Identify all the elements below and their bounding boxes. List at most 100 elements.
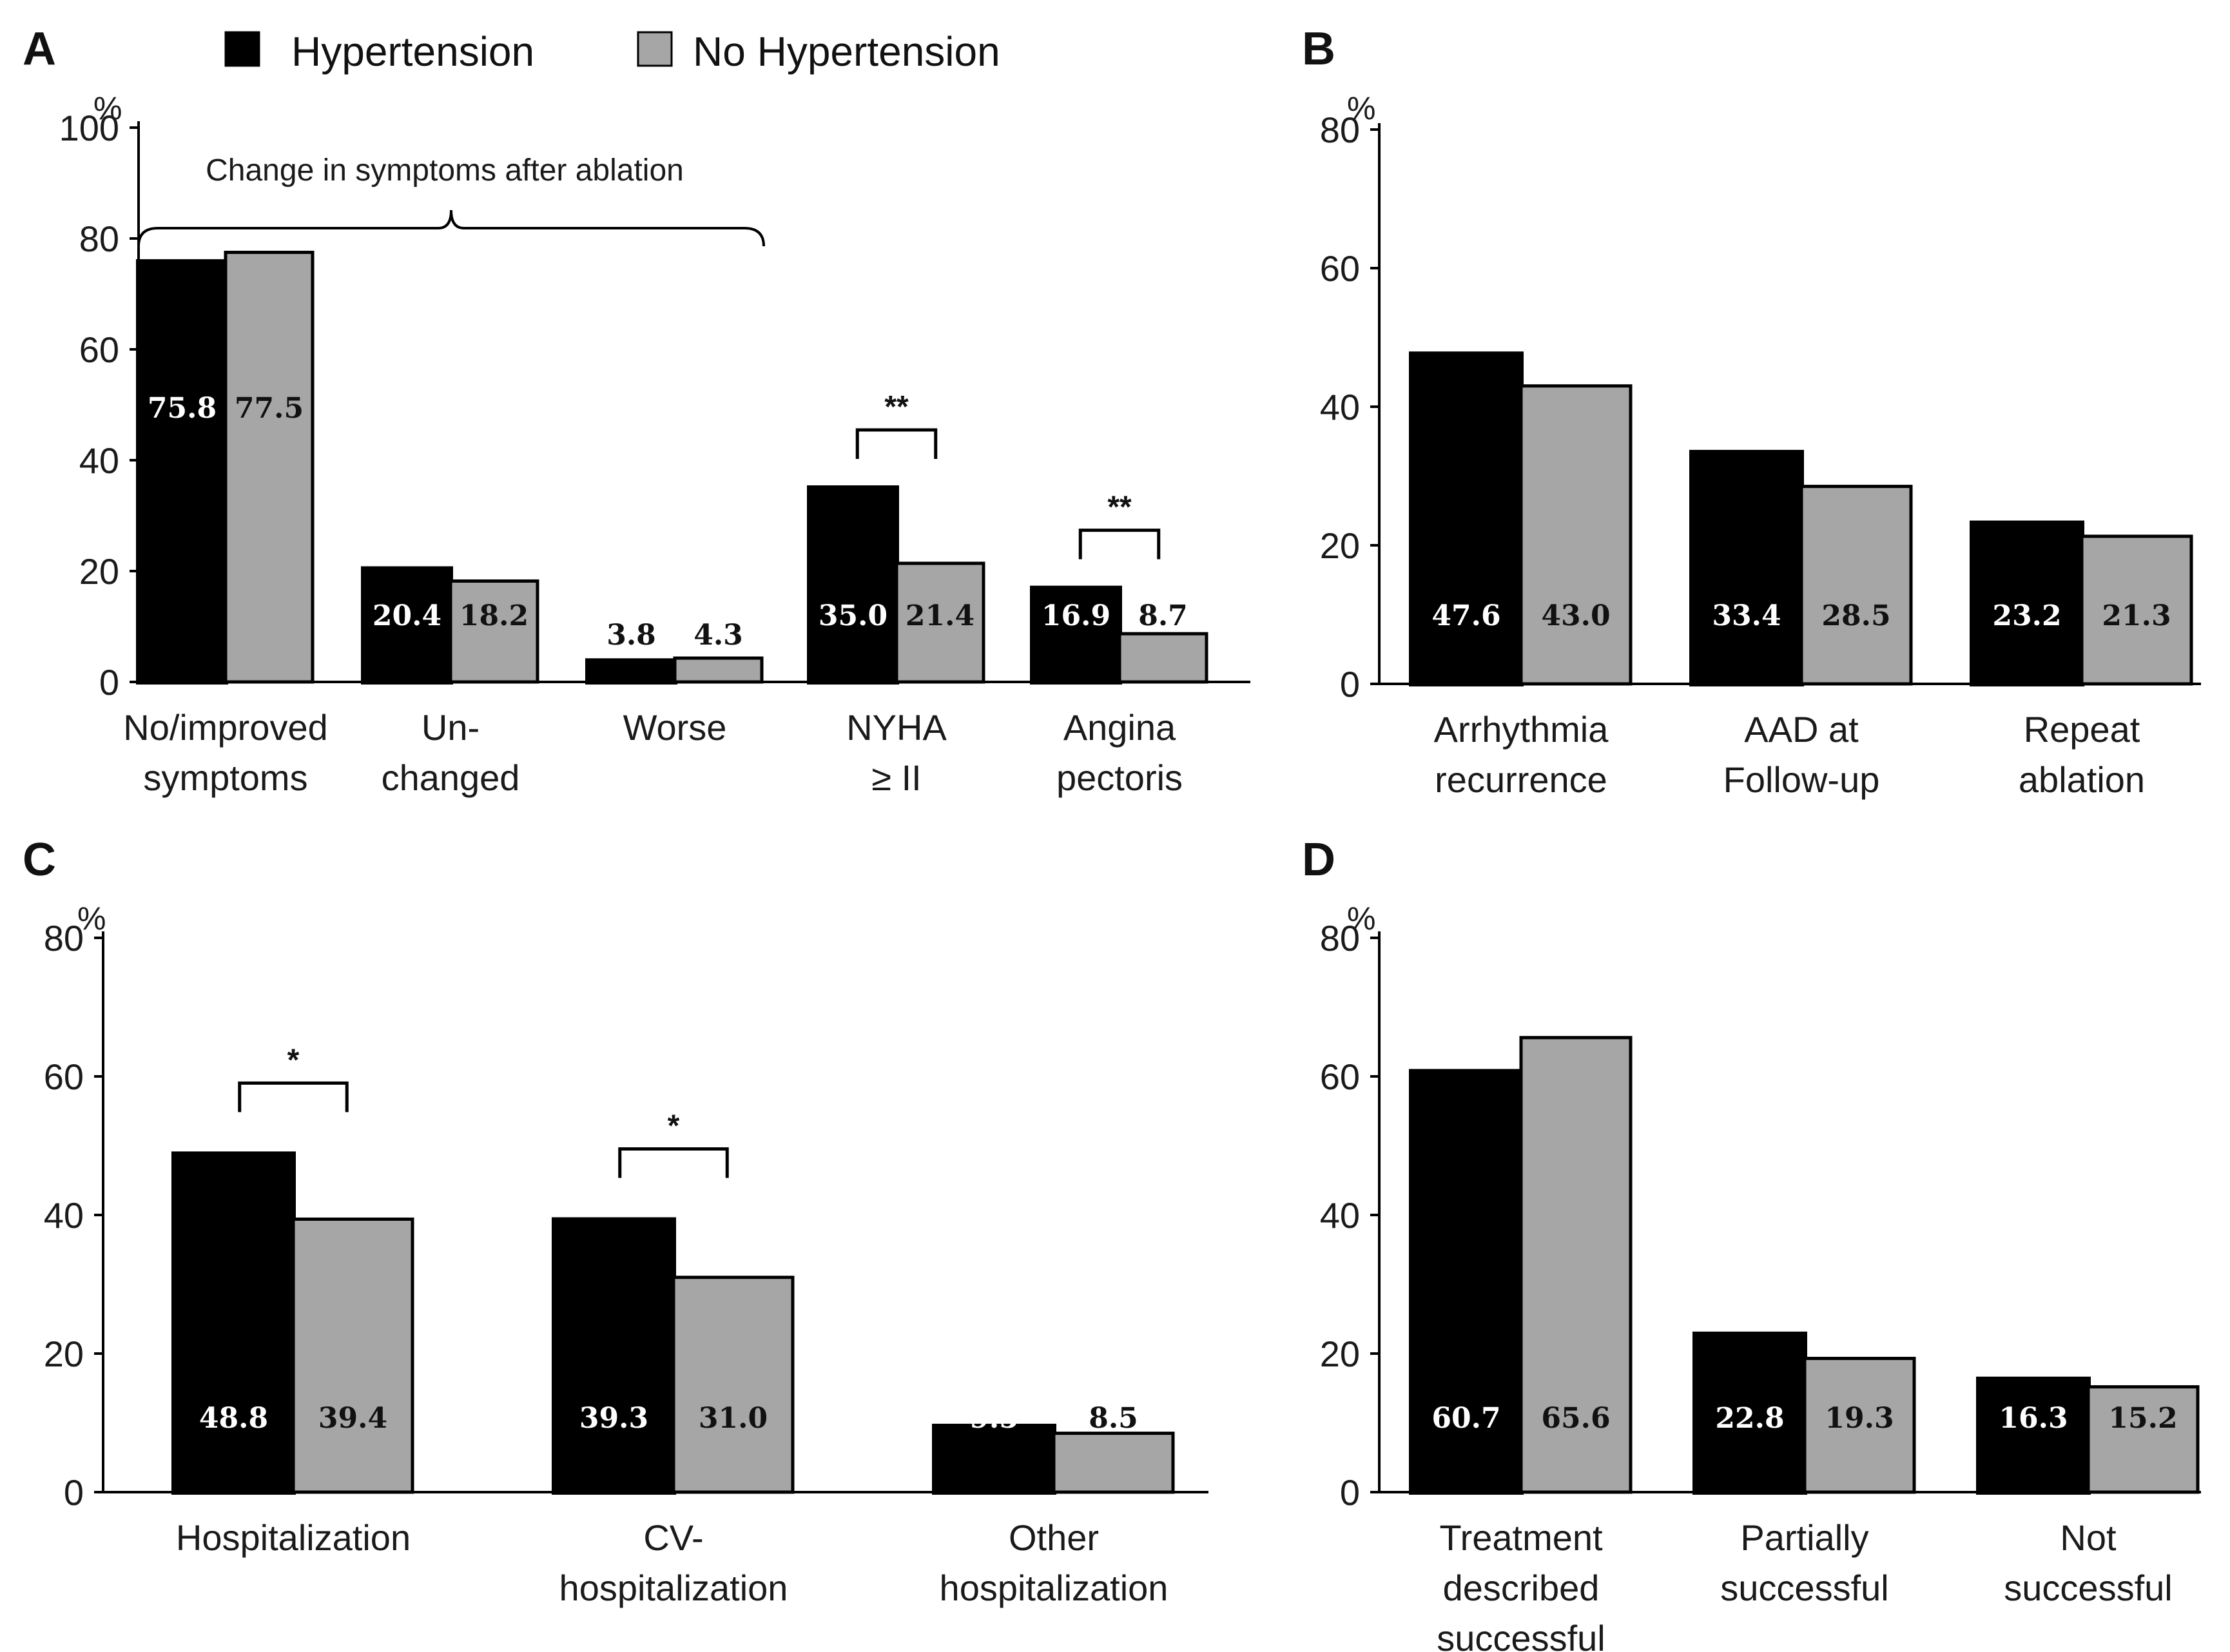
bar-hypertension (552, 1217, 676, 1495)
x-tick-label: Worse (623, 707, 727, 748)
data-label: 22.8 (1715, 1402, 1784, 1435)
y-tick-label: 40 (79, 440, 119, 481)
x-tick-label: Un- (422, 707, 480, 748)
bar-hypertension (1030, 585, 1122, 685)
significance-bracket (618, 1147, 729, 1178)
panel-c: C% 0 20 40 60 80 48.8 39.4 Hospitalization 39.3 31… (23, 834, 1208, 1608)
y-tick-label: 60 (79, 329, 119, 370)
y-tick-label: 20 (1320, 525, 1360, 566)
y-tick-label: 0 (99, 662, 119, 703)
data-label: 4.3 (693, 619, 743, 652)
legend-swatch-no-hypertension (637, 31, 673, 67)
data-label: 8.5 (1089, 1402, 1138, 1435)
bar-no-hypertension (1803, 1357, 1916, 1494)
x-tick-label: ≥ II (871, 757, 921, 798)
bar-hypertension (1689, 449, 1804, 686)
data-label: 19.3 (1825, 1402, 1894, 1435)
annotation-brace (137, 209, 765, 247)
x-tick-label: changed (382, 757, 520, 798)
x-tick-label: Hospitalization (176, 1517, 411, 1558)
x-tick-label: Partially (1740, 1517, 1868, 1558)
legend-label-no-hypertension: No Hypertension (693, 28, 1000, 75)
panel-a: A% 0 20 40 60 80 100 75.8 77.5 No/improved symptom… (23, 23, 1250, 798)
y-tick-label: 20 (79, 551, 119, 592)
x-tick-label: Not (2060, 1517, 2117, 1558)
bar-hypertension (932, 1423, 1056, 1495)
bar-hypertension (171, 1151, 296, 1495)
y-tick-label: 20 (1320, 1334, 1360, 1374)
y-unit: % (77, 900, 106, 937)
bar-hypertension (1970, 520, 2084, 686)
panel-letter: A (23, 23, 56, 75)
data-label: 16.3 (1999, 1402, 2068, 1435)
y-tick-label: 100 (59, 108, 119, 148)
x-tick-label: Repeat (2024, 709, 2140, 750)
data-label: 35.0 (819, 599, 887, 632)
panel-letter: C (23, 834, 56, 886)
x-tick-label: NYHA (846, 707, 947, 748)
bar-hypertension (585, 658, 677, 685)
panel-letter: B (1302, 23, 1335, 75)
legend-label-hypertension: Hypertension (291, 28, 534, 75)
bar-no-hypertension (1519, 384, 1633, 686)
data-label: 20.4 (373, 599, 441, 632)
bar-no-hypertension (1519, 1036, 1633, 1494)
bar-hypertension (1409, 1069, 1524, 1495)
panel-letter: D (1302, 834, 1335, 886)
x-tick-label: hospitalization (940, 1568, 1168, 1608)
significance-bracket (1078, 529, 1161, 559)
y-tick-label: 60 (1320, 1056, 1360, 1097)
y-tick-label: 20 (44, 1334, 84, 1374)
legend-swatch-hypertension (224, 31, 260, 67)
data-label: 77.5 (235, 392, 304, 425)
y-tick-label: 40 (44, 1195, 84, 1236)
data-label: 3.8 (606, 619, 656, 652)
data-label: 65.6 (1541, 1402, 1610, 1435)
data-label: 31.0 (699, 1402, 768, 1435)
y-tick-label: 60 (1320, 248, 1360, 289)
x-tick-label: described (1443, 1568, 1600, 1608)
data-label: 33.4 (1712, 599, 1781, 632)
data-label: 21.4 (906, 599, 974, 632)
bar-no-hypertension (449, 579, 539, 684)
data-label: 16.9 (1042, 599, 1110, 632)
x-tick-label: No/improved (123, 707, 327, 748)
data-label: 23.2 (1992, 599, 2061, 632)
x-tick-label: successful (1720, 1568, 1888, 1608)
bar-no-hypertension (291, 1217, 414, 1494)
x-tick-label: Follow-up (1723, 759, 1880, 800)
data-label: 18.2 (460, 599, 528, 632)
data-label: 9.5 (969, 1402, 1019, 1435)
data-label: 43.0 (1541, 599, 1610, 632)
significance-mark: ** (884, 390, 909, 424)
y-tick-label: 40 (1320, 387, 1360, 427)
x-tick-label: hospitalization (559, 1568, 788, 1608)
bar-hypertension (361, 566, 453, 685)
bar-no-hypertension (224, 251, 315, 684)
significance-mark: * (668, 1109, 680, 1143)
data-label: 75.8 (148, 392, 217, 425)
legend: Hypertension No Hypertension (224, 28, 1000, 75)
bar-hypertension (1976, 1376, 2091, 1495)
bar-hypertension (807, 485, 899, 685)
x-tick-label: Other (1009, 1517, 1099, 1558)
y-tick-label: 80 (44, 918, 84, 958)
bar-no-hypertension (895, 561, 985, 684)
x-tick-label: symptoms (143, 757, 307, 798)
x-tick-label: Angina (1063, 707, 1176, 748)
significance-mark: * (287, 1043, 300, 1077)
bar-hypertension (1409, 351, 1524, 686)
data-label: 21.3 (2102, 599, 2171, 632)
x-tick-label: successful (2004, 1568, 2172, 1608)
y-tick-label: 0 (64, 1472, 84, 1513)
data-label: 39.3 (579, 1402, 648, 1435)
bar-no-hypertension (2080, 534, 2193, 686)
y-tick-label: 0 (1340, 1472, 1360, 1513)
significance-bracket (855, 428, 938, 459)
x-tick-label: recurrence (1435, 759, 1607, 800)
y-tick-label: 80 (79, 219, 119, 259)
data-label: 39.4 (318, 1402, 387, 1435)
panel-b: B% 0 20 40 60 80 47.6 43.0 Arrhythmia recurrence 3… (1302, 23, 2201, 800)
significance-bracket (238, 1081, 349, 1113)
annotation-text: Change in symptoms after ablation (206, 153, 684, 188)
